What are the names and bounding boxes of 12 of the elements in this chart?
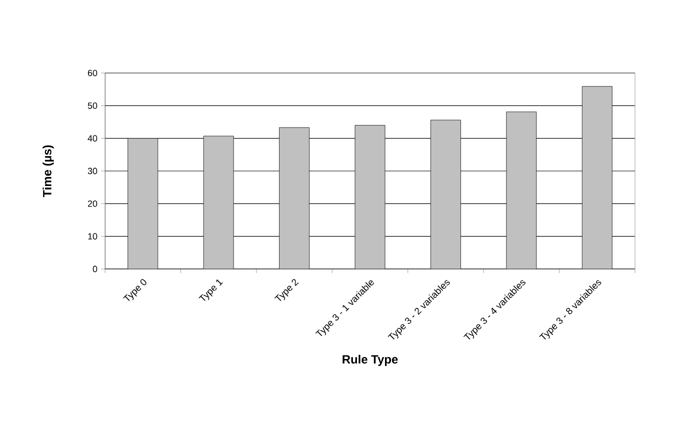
y-tick-label: 30 [88,168,98,174]
y-tick-label: 60 [88,70,98,76]
y-tick-label: 50 [88,102,98,109]
y-tick-label: 20 [88,200,98,207]
x-axis-title: Rule Type [342,354,398,366]
x-tick-label: Type 1 [198,279,223,301]
x-tick-label: Type 0 [122,279,146,301]
x-tick-label: Type 2 [274,279,299,301]
y-tick-label: 40 [88,135,98,142]
y-axis-title: Time (µs) [42,145,54,198]
y-tick-label: 0 [92,266,98,272]
y-tick-label: 10 [88,233,98,240]
